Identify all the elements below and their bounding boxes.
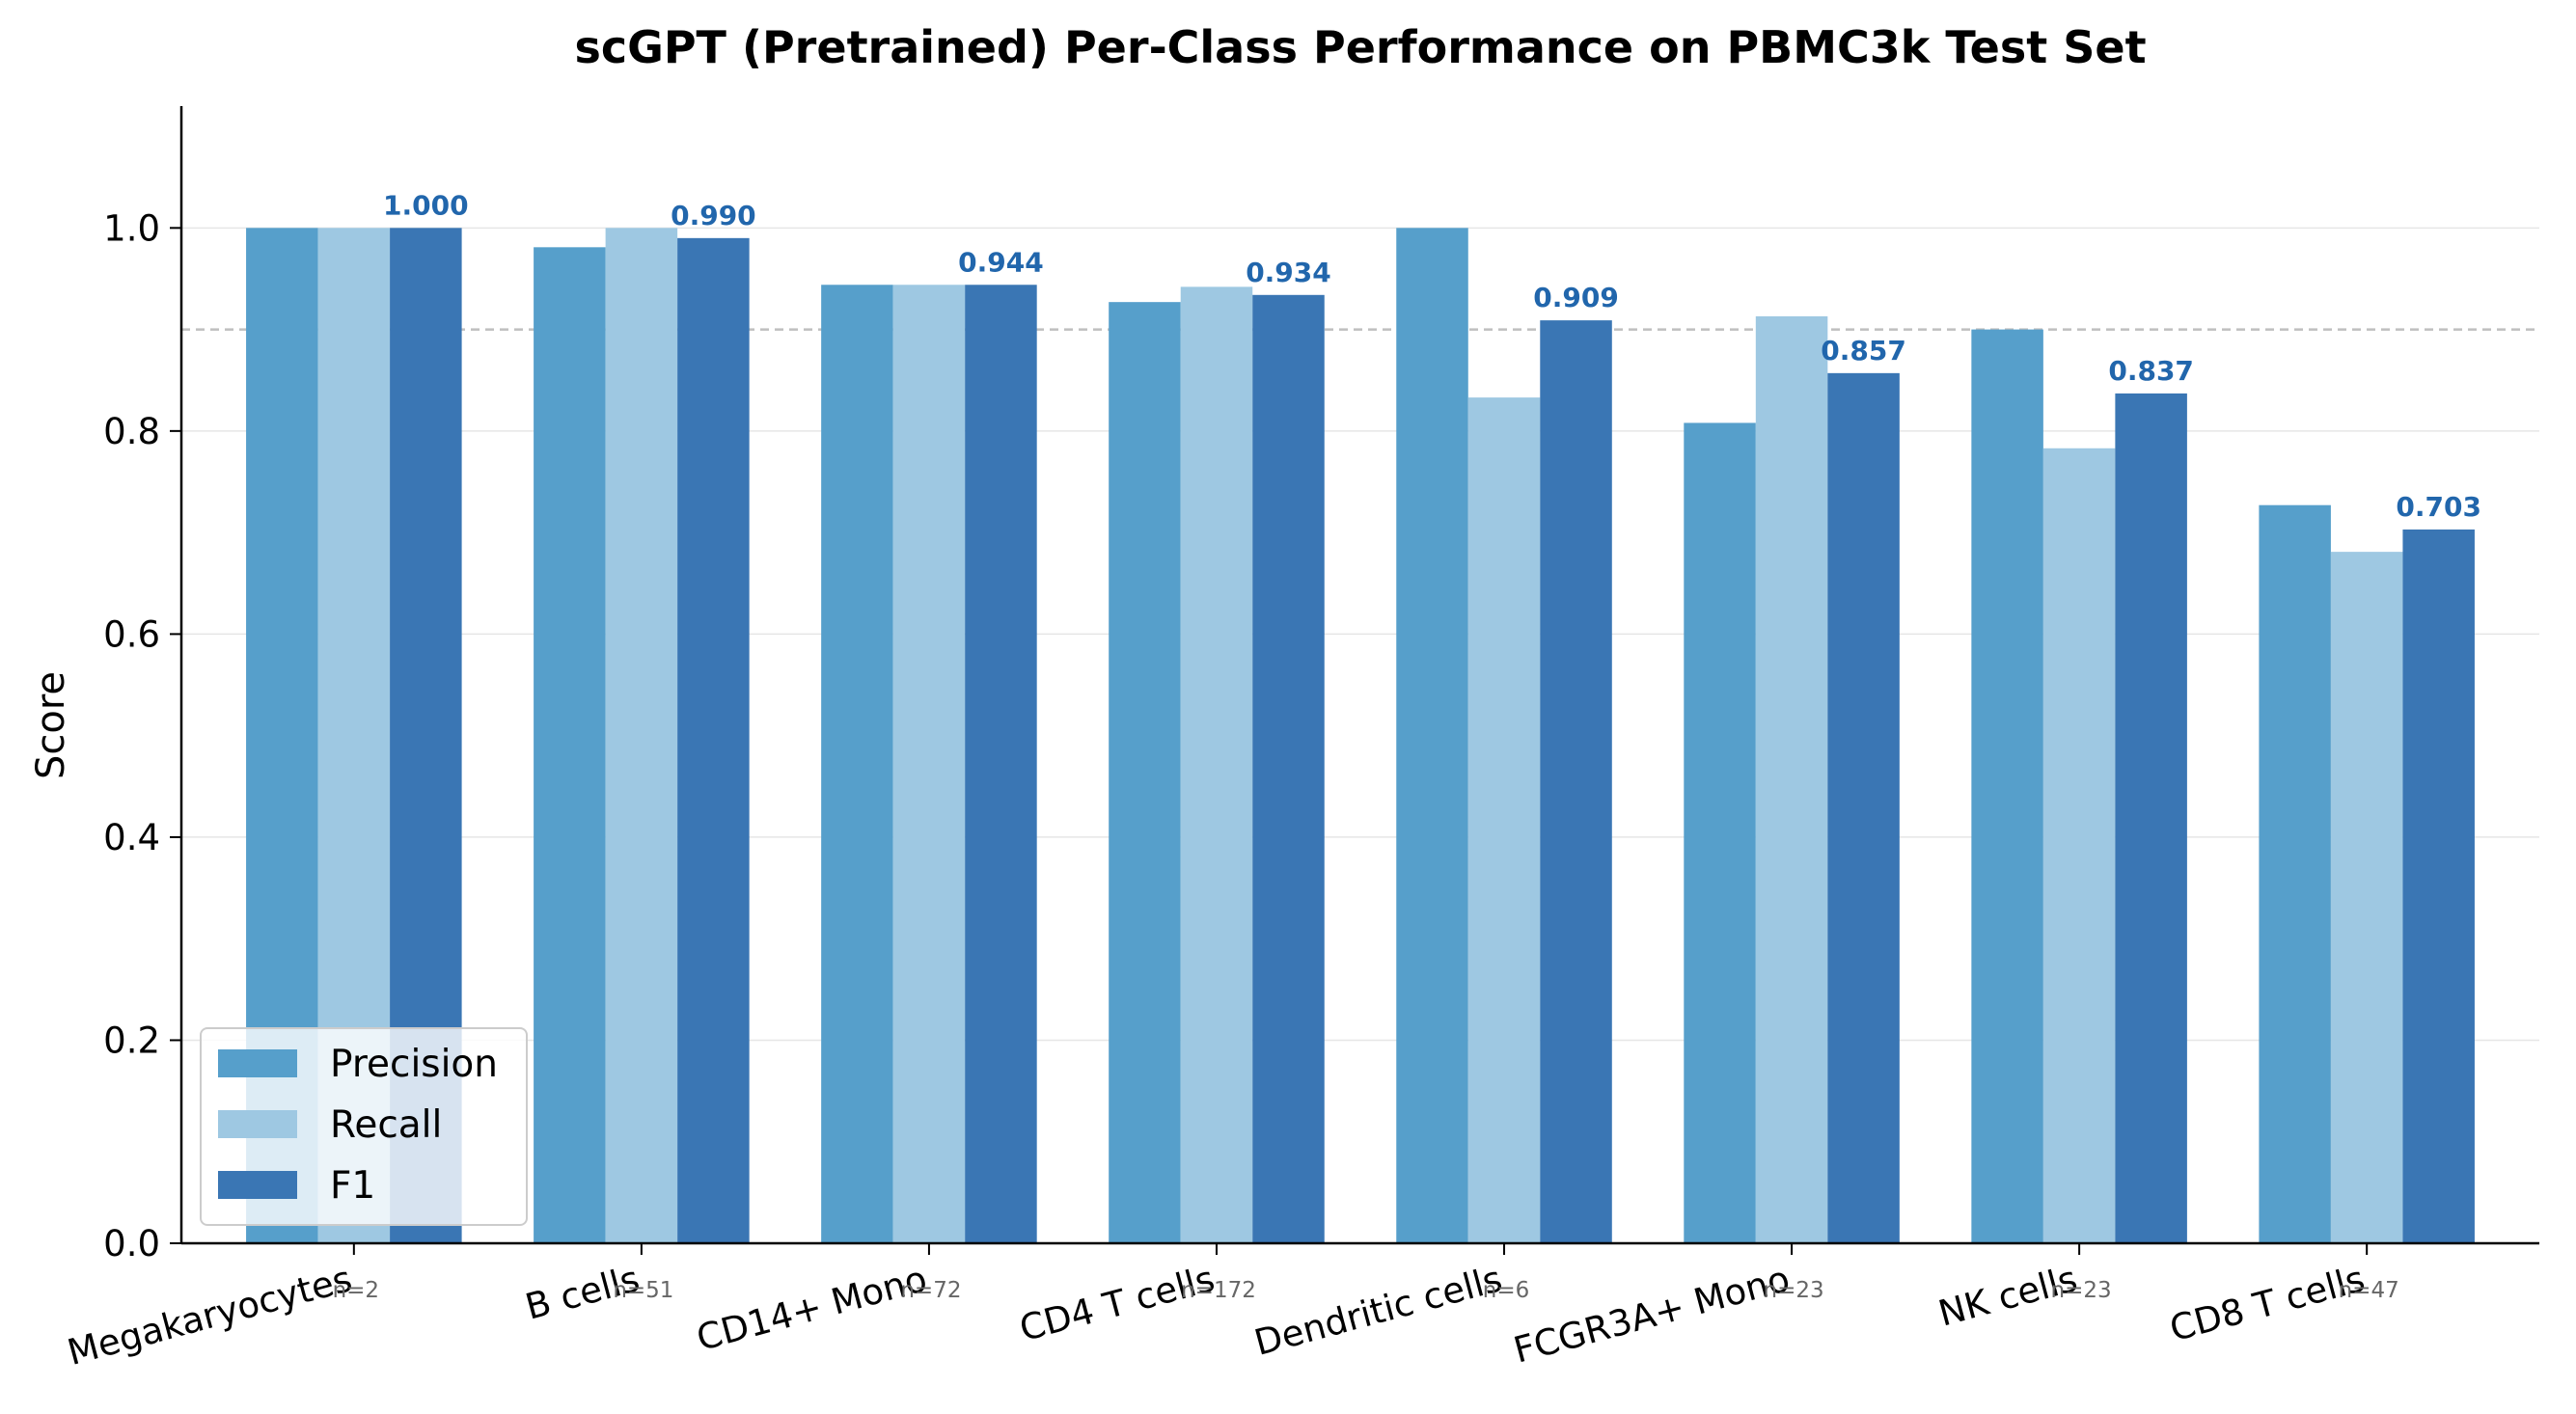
y-tick-label: 0.8	[103, 411, 160, 452]
bar-recall	[892, 285, 966, 1243]
legend-swatch	[218, 1171, 297, 1199]
bar-recall	[1467, 397, 1541, 1243]
f1-value-label: 0.990	[671, 200, 756, 231]
y-tick-label: 1.0	[103, 207, 160, 249]
legend-swatch	[218, 1049, 297, 1077]
y-tick-label: 0.4	[103, 817, 160, 858]
x-tick-label: CD8 T cells	[2165, 1258, 2369, 1349]
value-labels: 1.000 0.990 0.944 0.934 0.909 0.857 0.837 0.703	[383, 189, 2481, 523]
bar-recall	[2042, 448, 2116, 1243]
chart-title: scGPT (Pretrained) Per-Class Performance…	[574, 21, 2146, 73]
y-tick-label: 0.6	[103, 613, 160, 655]
f1-value-label: 0.837	[2108, 355, 2194, 387]
bar-precision	[1396, 228, 1468, 1244]
f1-value-label: 0.909	[1533, 282, 1619, 313]
f1-value-label: 0.857	[1821, 335, 1906, 367]
count-label: n=23	[2051, 1278, 2112, 1303]
count-label: n=6	[1483, 1278, 1529, 1303]
bar-f1	[1827, 372, 1900, 1243]
legend-swatch	[218, 1110, 297, 1138]
bar-precision	[1684, 422, 1756, 1244]
y-axis-label: Score	[29, 671, 73, 779]
bar-recall	[1755, 315, 1828, 1244]
legend-label: Precision	[330, 1043, 498, 1086]
legend: Precision Recall F1	[200, 1027, 528, 1226]
bar-f1	[1252, 294, 1325, 1243]
bar-f1	[677, 237, 750, 1243]
bar-f1	[2115, 393, 2187, 1243]
bar-f1	[1540, 320, 1612, 1243]
bar-precision	[821, 285, 893, 1243]
f1-value-label: 1.000	[383, 189, 469, 221]
bar-precision	[2259, 504, 2331, 1243]
x-tick-label: FCGR3A+ Mono	[1510, 1258, 1795, 1372]
x-tick-label: Megakaryocytes	[64, 1258, 357, 1373]
legend-label: F1	[330, 1164, 375, 1208]
legend-label: Recall	[330, 1103, 442, 1147]
x-tick-label: Dendritic cells	[1250, 1258, 1507, 1364]
bar-precision	[1971, 329, 2043, 1243]
f1-value-label: 0.934	[1246, 257, 1331, 288]
y-tick-label: 0.2	[103, 1020, 160, 1061]
count-label: n=47	[2339, 1278, 2399, 1303]
bar-precision	[534, 247, 606, 1244]
bar-recall	[2330, 552, 2403, 1243]
bar-recall	[605, 228, 678, 1244]
f1-value-label: 0.944	[958, 246, 1044, 278]
count-label: n=23	[1764, 1278, 1824, 1303]
x-tick-label: CD4 T cells	[1015, 1258, 1219, 1349]
axes: 0.0 0.2 0.4 0.6 0.8 1.0	[103, 106, 2539, 1264]
bar-recall	[1180, 286, 1253, 1243]
count-label: n=72	[900, 1278, 961, 1303]
count-label: n=2	[333, 1278, 379, 1303]
y-tick-label: 0.0	[103, 1223, 160, 1264]
bar-f1	[965, 285, 1037, 1243]
bar-f1	[2402, 529, 2475, 1243]
f1-value-label: 0.703	[2396, 491, 2481, 523]
x-tick-label: CD14+ Mono	[693, 1258, 932, 1359]
bar-precision	[1109, 302, 1181, 1243]
count-label: n=51	[613, 1278, 673, 1303]
count-label: n=172	[1181, 1278, 1256, 1303]
